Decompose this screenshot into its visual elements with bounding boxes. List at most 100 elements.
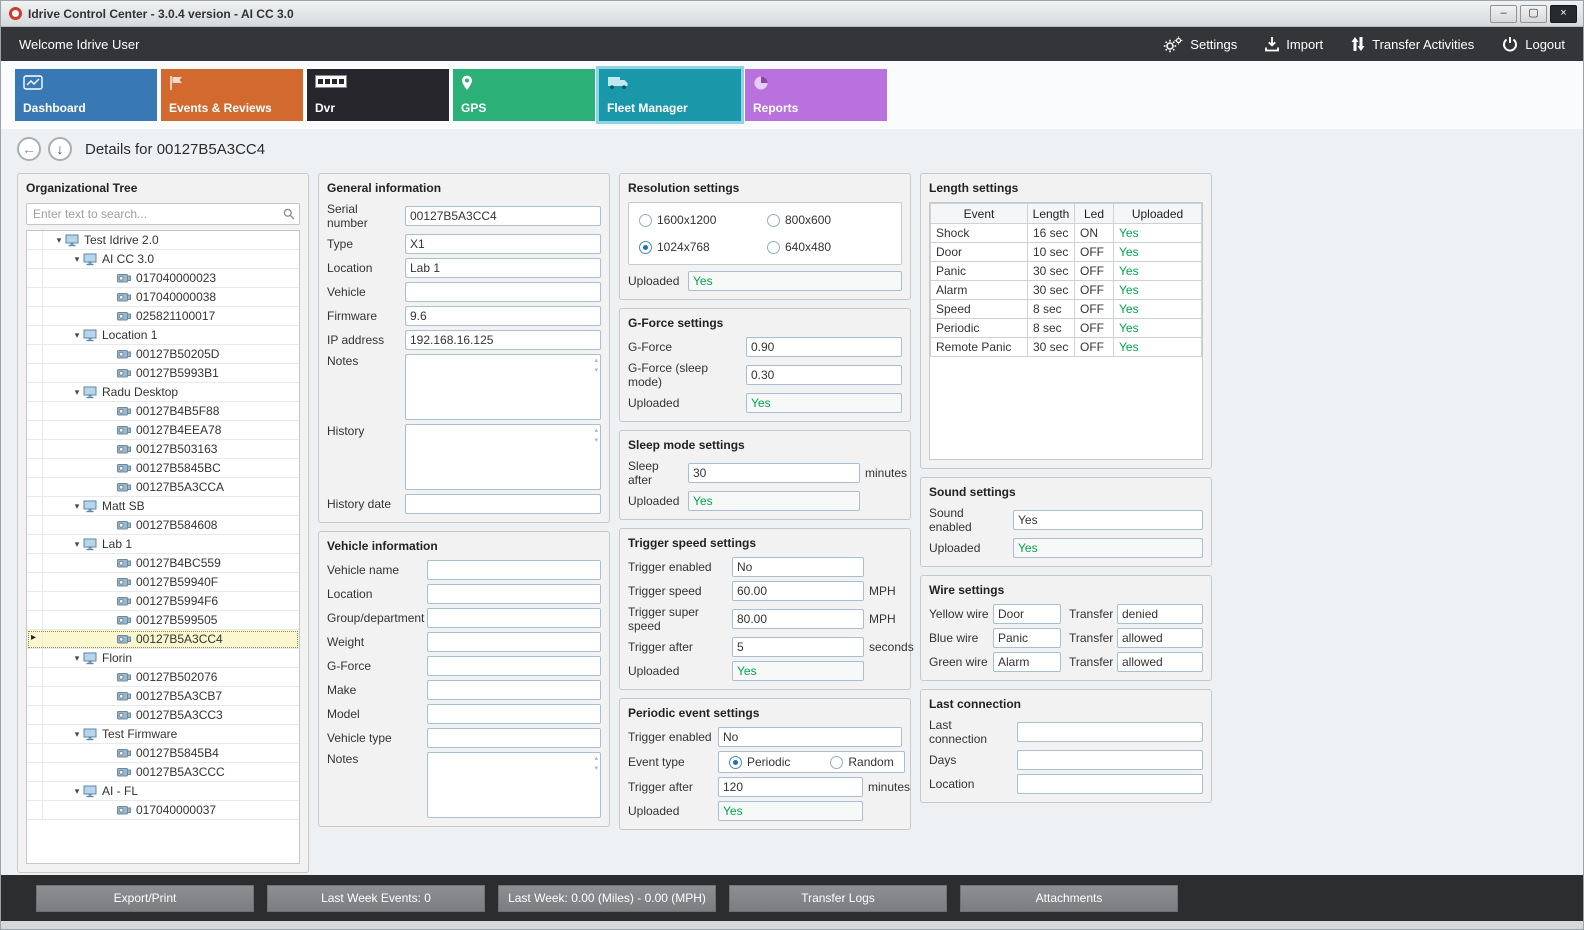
field-input[interactable]: X1 bbox=[405, 234, 601, 254]
tree-node[interactable]: ▾ AI CC 3.0 bbox=[27, 250, 299, 269]
expand-collapse-caret[interactable]: ▾ bbox=[74, 386, 80, 397]
field-input[interactable] bbox=[405, 424, 601, 490]
tree-node[interactable]: ▾ Test Idrive 2.0 bbox=[27, 231, 299, 250]
bottom-action-button[interactable]: Export/Print bbox=[36, 884, 254, 912]
expand-collapse-caret[interactable]: ▾ bbox=[74, 500, 80, 511]
event-type-radio[interactable]: Random bbox=[830, 755, 894, 769]
field-input[interactable]: 60.00 bbox=[732, 581, 864, 601]
tree-node[interactable]: ▾ Radu Desktop bbox=[27, 383, 299, 402]
nav-tile-fleet-manager[interactable]: Fleet Manager bbox=[599, 69, 741, 121]
expand-collapse-caret[interactable]: ▾ bbox=[74, 329, 80, 340]
import-button[interactable]: Import bbox=[1265, 36, 1323, 52]
tree-node[interactable]: ▾ 00127B4BC559 bbox=[27, 554, 299, 573]
settings-button[interactable]: Settings bbox=[1163, 36, 1237, 53]
expand-collapse-caret[interactable]: ▾ bbox=[56, 234, 62, 245]
event-type-radio[interactable]: Periodic bbox=[729, 755, 790, 769]
field-input[interactable] bbox=[427, 584, 601, 604]
tree-node[interactable]: ▾ 00127B5845B4 bbox=[27, 744, 299, 763]
length-table-row[interactable]: Periodic 8 sec OFF Yes bbox=[930, 318, 1202, 338]
length-table-row[interactable]: Panic 30 sec OFF Yes bbox=[930, 261, 1202, 281]
length-table-row[interactable]: Alarm 30 sec OFF Yes bbox=[930, 280, 1202, 300]
transfer-value-input[interactable]: denied bbox=[1117, 604, 1203, 624]
field-input[interactable] bbox=[1017, 774, 1203, 794]
tree-node[interactable]: ▾ 00127B50205D bbox=[27, 345, 299, 364]
field-input[interactable] bbox=[1017, 722, 1203, 742]
length-table-row[interactable]: Door 10 sec OFF Yes bbox=[930, 242, 1202, 262]
field-input[interactable] bbox=[427, 728, 601, 748]
tree-node[interactable]: ▾ 00127B5A3CC4 bbox=[27, 630, 299, 649]
transfer-activities-button[interactable]: Transfer Activities bbox=[1351, 36, 1474, 52]
field-input[interactable]: 9.6 bbox=[405, 306, 601, 326]
tree-node[interactable]: ▾ 00127B5A3CCC bbox=[27, 763, 299, 782]
tree-node[interactable]: ▾ 00127B5845BC bbox=[27, 459, 299, 478]
tree-node[interactable]: ▾ Location 1 bbox=[27, 326, 299, 345]
tree-node[interactable]: ▾ 00127B5993B1 bbox=[27, 364, 299, 383]
wire-value-input[interactable]: Alarm bbox=[993, 652, 1061, 672]
bottom-action-button[interactable]: Last Week Events: 0 bbox=[267, 884, 485, 912]
expand-collapse-caret[interactable]: ▾ bbox=[74, 728, 80, 739]
field-input[interactable] bbox=[405, 494, 601, 514]
tree-node[interactable]: ▾ 00127B4EEA78 bbox=[27, 421, 299, 440]
tree-node[interactable]: ▾ Lab 1 bbox=[27, 535, 299, 554]
field-input[interactable]: 30 bbox=[688, 463, 860, 483]
length-table-row[interactable]: Remote Panic 30 sec OFF Yes bbox=[930, 337, 1202, 357]
tree-node[interactable]: ▾ 00127B502076 bbox=[27, 668, 299, 687]
tree-node[interactable]: ▾ 00127B5A3CC3 bbox=[27, 706, 299, 725]
resolution-radio[interactable]: 640x480 bbox=[767, 240, 891, 254]
tree-node[interactable]: ▾ 00127B599505 bbox=[27, 611, 299, 630]
scroll-down-button[interactable]: ↓ bbox=[48, 137, 72, 161]
maximize-button[interactable]: ▢ bbox=[1520, 4, 1547, 23]
expand-collapse-caret[interactable]: ▾ bbox=[74, 785, 80, 796]
field-input[interactable]: 5 bbox=[732, 637, 864, 657]
tree-node[interactable]: ▾ Test Firmware bbox=[27, 725, 299, 744]
tree-node[interactable]: ▾ 00127B5A3CCA bbox=[27, 478, 299, 497]
field-input[interactable] bbox=[405, 354, 601, 420]
tree-node[interactable]: ▾ AI - FL bbox=[27, 782, 299, 801]
tree-node[interactable]: ▾ 00127B503163 bbox=[27, 440, 299, 459]
field-input[interactable] bbox=[427, 560, 601, 580]
expand-collapse-caret[interactable]: ▾ bbox=[74, 253, 80, 264]
field-input[interactable] bbox=[1017, 750, 1203, 770]
tree-node[interactable]: ▾ 00127B5A3CB7 bbox=[27, 687, 299, 706]
tree-node[interactable]: ▾ Florin bbox=[27, 649, 299, 668]
field-input[interactable]: No bbox=[718, 727, 902, 747]
field-input[interactable]: Lab 1 bbox=[405, 258, 601, 278]
field-input[interactable]: 0.90 bbox=[746, 337, 902, 357]
bottom-action-button[interactable]: Transfer Logs bbox=[729, 884, 947, 912]
field-input[interactable]: 0.30 bbox=[746, 365, 902, 385]
field-input[interactable]: 120 bbox=[718, 777, 863, 797]
tree-node[interactable]: ▾ 017040000038 bbox=[27, 288, 299, 307]
transfer-value-input[interactable]: allowed bbox=[1117, 628, 1203, 648]
transfer-value-input[interactable]: allowed bbox=[1117, 652, 1203, 672]
field-input[interactable]: Yes bbox=[732, 661, 864, 681]
field-input[interactable] bbox=[427, 704, 601, 724]
field-input[interactable]: Yes bbox=[746, 393, 902, 413]
field-input[interactable]: Yes bbox=[1013, 510, 1203, 530]
field-input[interactable] bbox=[427, 752, 601, 818]
field-input[interactable] bbox=[427, 608, 601, 628]
tree-node[interactable]: ▾ Matt SB bbox=[27, 497, 299, 516]
nav-tile-reports[interactable]: Reports bbox=[745, 69, 887, 121]
field-input[interactable] bbox=[427, 656, 601, 676]
back-button[interactable]: ← bbox=[17, 137, 41, 161]
field-input[interactable]: Yes bbox=[1013, 538, 1203, 558]
nav-tile-dashboard[interactable]: Dashboard bbox=[15, 69, 157, 121]
close-button[interactable]: × bbox=[1550, 4, 1577, 23]
tree-node[interactable]: ▾ 00127B584608 bbox=[27, 516, 299, 535]
wire-value-input[interactable]: Door bbox=[993, 604, 1061, 624]
nav-tile-events-reviews[interactable]: Events & Reviews bbox=[161, 69, 303, 121]
field-input[interactable] bbox=[427, 680, 601, 700]
search-input[interactable] bbox=[26, 203, 300, 225]
field-input[interactable]: 80.00 bbox=[732, 609, 864, 629]
tree-node[interactable]: ▾ 025821100017 bbox=[27, 307, 299, 326]
field-input[interactable] bbox=[405, 282, 601, 302]
field-input[interactable]: Yes bbox=[688, 491, 860, 511]
length-table-row[interactable]: Shock 16 sec ON Yes bbox=[930, 223, 1202, 243]
nav-tile-gps[interactable]: GPS bbox=[453, 69, 595, 121]
expand-collapse-caret[interactable]: ▾ bbox=[74, 538, 80, 549]
minimize-button[interactable]: – bbox=[1490, 4, 1517, 23]
resolution-radio[interactable]: 800x600 bbox=[767, 213, 891, 227]
tree-node[interactable]: ▾ 00127B4B5F88 bbox=[27, 402, 299, 421]
field-input[interactable]: 192.168.16.125 bbox=[405, 330, 601, 350]
bottom-action-button[interactable]: Attachments bbox=[960, 884, 1178, 912]
